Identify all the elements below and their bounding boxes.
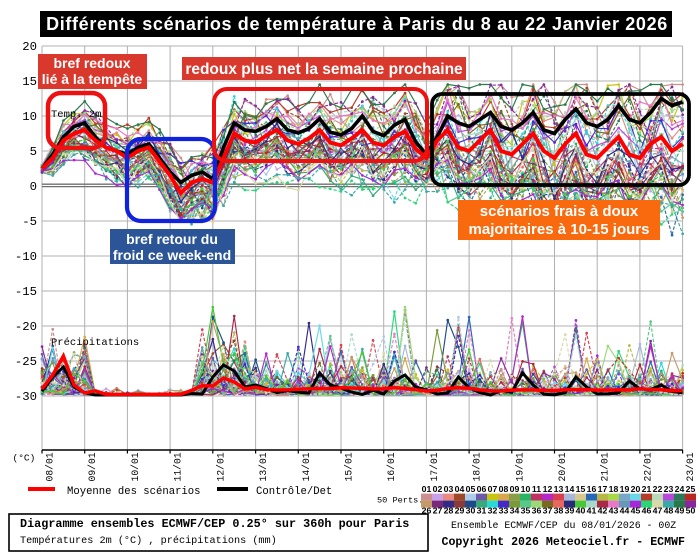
svg-text:14/01: 14/01 — [301, 452, 312, 481]
svg-text:-25: -25 — [15, 355, 37, 369]
svg-text:lié à la tempête: lié à la tempête — [42, 71, 143, 87]
svg-text:23: 23 — [664, 484, 674, 494]
svg-text:Moyenne des scénarios: Moyenne des scénarios — [67, 486, 201, 498]
svg-text:40: 40 — [576, 505, 586, 515]
svg-text:15: 15 — [576, 484, 586, 494]
svg-text:29: 29 — [455, 505, 465, 515]
svg-text:27: 27 — [433, 505, 443, 515]
svg-text:0: 0 — [30, 180, 37, 194]
svg-text:bref redoux: bref redoux — [53, 55, 130, 71]
svg-text:22: 22 — [653, 484, 663, 494]
svg-text:froid ce week-end: froid ce week-end — [113, 247, 231, 263]
svg-text:17: 17 — [598, 484, 608, 494]
svg-text:22/01: 22/01 — [642, 452, 653, 481]
svg-text:15/01: 15/01 — [344, 452, 355, 481]
svg-text:21: 21 — [642, 484, 652, 494]
svg-text:07: 07 — [488, 484, 498, 494]
svg-text:redoux plus net la semaine pro: redoux plus net la semaine prochaine — [185, 61, 463, 78]
svg-text:16: 16 — [587, 484, 597, 494]
svg-text:35: 35 — [521, 505, 531, 515]
svg-text:26: 26 — [422, 505, 432, 515]
svg-text:bref retour du: bref retour du — [126, 231, 218, 247]
svg-text:10/01: 10/01 — [130, 452, 141, 481]
svg-text:37: 37 — [543, 505, 553, 515]
svg-text:15: 15 — [22, 75, 37, 89]
svg-text:50 Perts.: 50 Perts. — [377, 496, 423, 506]
svg-text:05: 05 — [466, 484, 476, 494]
svg-text:44: 44 — [620, 505, 630, 515]
svg-text:21/01: 21/01 — [600, 452, 611, 481]
svg-text:48: 48 — [664, 505, 674, 515]
svg-text:42: 42 — [598, 505, 608, 515]
svg-text:majoritaires à 10-15 jours: majoritaires à 10-15 jours — [469, 221, 650, 238]
svg-text:12/01: 12/01 — [215, 452, 226, 481]
svg-text:31: 31 — [477, 505, 487, 515]
svg-text:25: 25 — [686, 484, 696, 494]
svg-text:18/01: 18/01 — [472, 452, 483, 481]
svg-text:36: 36 — [532, 505, 542, 515]
svg-text:34: 34 — [510, 505, 520, 515]
svg-text:28: 28 — [444, 505, 454, 515]
svg-text:20/01: 20/01 — [557, 452, 568, 481]
svg-text:14: 14 — [565, 484, 575, 494]
svg-text:20: 20 — [22, 40, 37, 54]
svg-text:06: 06 — [477, 484, 487, 494]
svg-text:43: 43 — [609, 505, 619, 515]
svg-text:33: 33 — [499, 505, 509, 515]
svg-text:02: 02 — [433, 484, 443, 494]
svg-text:Températures 2m (°C) , précipi: Températures 2m (°C) , précipitations (m… — [20, 535, 277, 547]
svg-text:19/01: 19/01 — [514, 452, 525, 481]
svg-text:13: 13 — [554, 484, 564, 494]
svg-text:20: 20 — [631, 484, 641, 494]
svg-text:(°C): (°C) — [13, 453, 36, 464]
svg-text:47: 47 — [653, 505, 663, 515]
svg-text:30: 30 — [466, 505, 476, 515]
svg-text:04: 04 — [455, 484, 465, 494]
svg-text:03: 03 — [444, 484, 454, 494]
svg-text:38: 38 — [554, 505, 564, 515]
svg-text:Copyright 2026 Meteociel.fr -: Copyright 2026 Meteociel.fr - ECMWF — [442, 536, 686, 549]
svg-text:Différents scénarios de tempér: Différents scénarios de température à Pa… — [46, 14, 668, 34]
svg-text:17/01: 17/01 — [429, 452, 440, 481]
svg-text:16/01: 16/01 — [386, 452, 397, 481]
svg-text:-10: -10 — [15, 250, 37, 264]
svg-text:13/01: 13/01 — [258, 452, 269, 481]
svg-text:24: 24 — [675, 484, 685, 494]
svg-text:Précipitations: Précipitations — [51, 337, 139, 349]
svg-text:32: 32 — [488, 505, 498, 515]
svg-text:scénarios frais à doux: scénarios frais à doux — [480, 203, 639, 220]
svg-text:-20: -20 — [15, 320, 37, 334]
svg-text:08: 08 — [499, 484, 509, 494]
svg-text:19: 19 — [620, 484, 630, 494]
svg-text:10: 10 — [22, 110, 37, 124]
svg-text:39: 39 — [565, 505, 575, 515]
svg-text:01: 01 — [422, 484, 432, 494]
svg-text:Temp. 2m: Temp. 2m — [51, 109, 101, 121]
svg-text:49: 49 — [675, 505, 685, 515]
svg-text:5: 5 — [30, 145, 37, 159]
svg-text:09/01: 09/01 — [87, 452, 98, 481]
svg-text:12: 12 — [543, 484, 553, 494]
svg-text:-30: -30 — [15, 390, 37, 404]
svg-text:10: 10 — [521, 484, 531, 494]
svg-text:46: 46 — [642, 505, 652, 515]
svg-text:41: 41 — [587, 505, 597, 515]
svg-text:-5: -5 — [22, 215, 37, 229]
svg-text:08/01: 08/01 — [45, 452, 56, 481]
svg-text:Diagramme ensembles ECMWF/CEP: Diagramme ensembles ECMWF/CEP 0.25° sur … — [20, 517, 409, 531]
svg-text:-15: -15 — [15, 285, 37, 299]
svg-text:18: 18 — [609, 484, 619, 494]
svg-text:11: 11 — [532, 484, 541, 494]
svg-text:50: 50 — [686, 505, 696, 515]
svg-text:23/01: 23/01 — [685, 452, 696, 481]
svg-text:Contrôle/Det: Contrôle/Det — [256, 486, 332, 498]
svg-text:11/01: 11/01 — [173, 452, 184, 481]
svg-text:45: 45 — [631, 505, 641, 515]
svg-text:09: 09 — [510, 484, 520, 494]
svg-text:Ensemble ECMWF/CEP du 08/01/20: Ensemble ECMWF/CEP du 08/01/2026 - 00Z — [451, 520, 676, 531]
